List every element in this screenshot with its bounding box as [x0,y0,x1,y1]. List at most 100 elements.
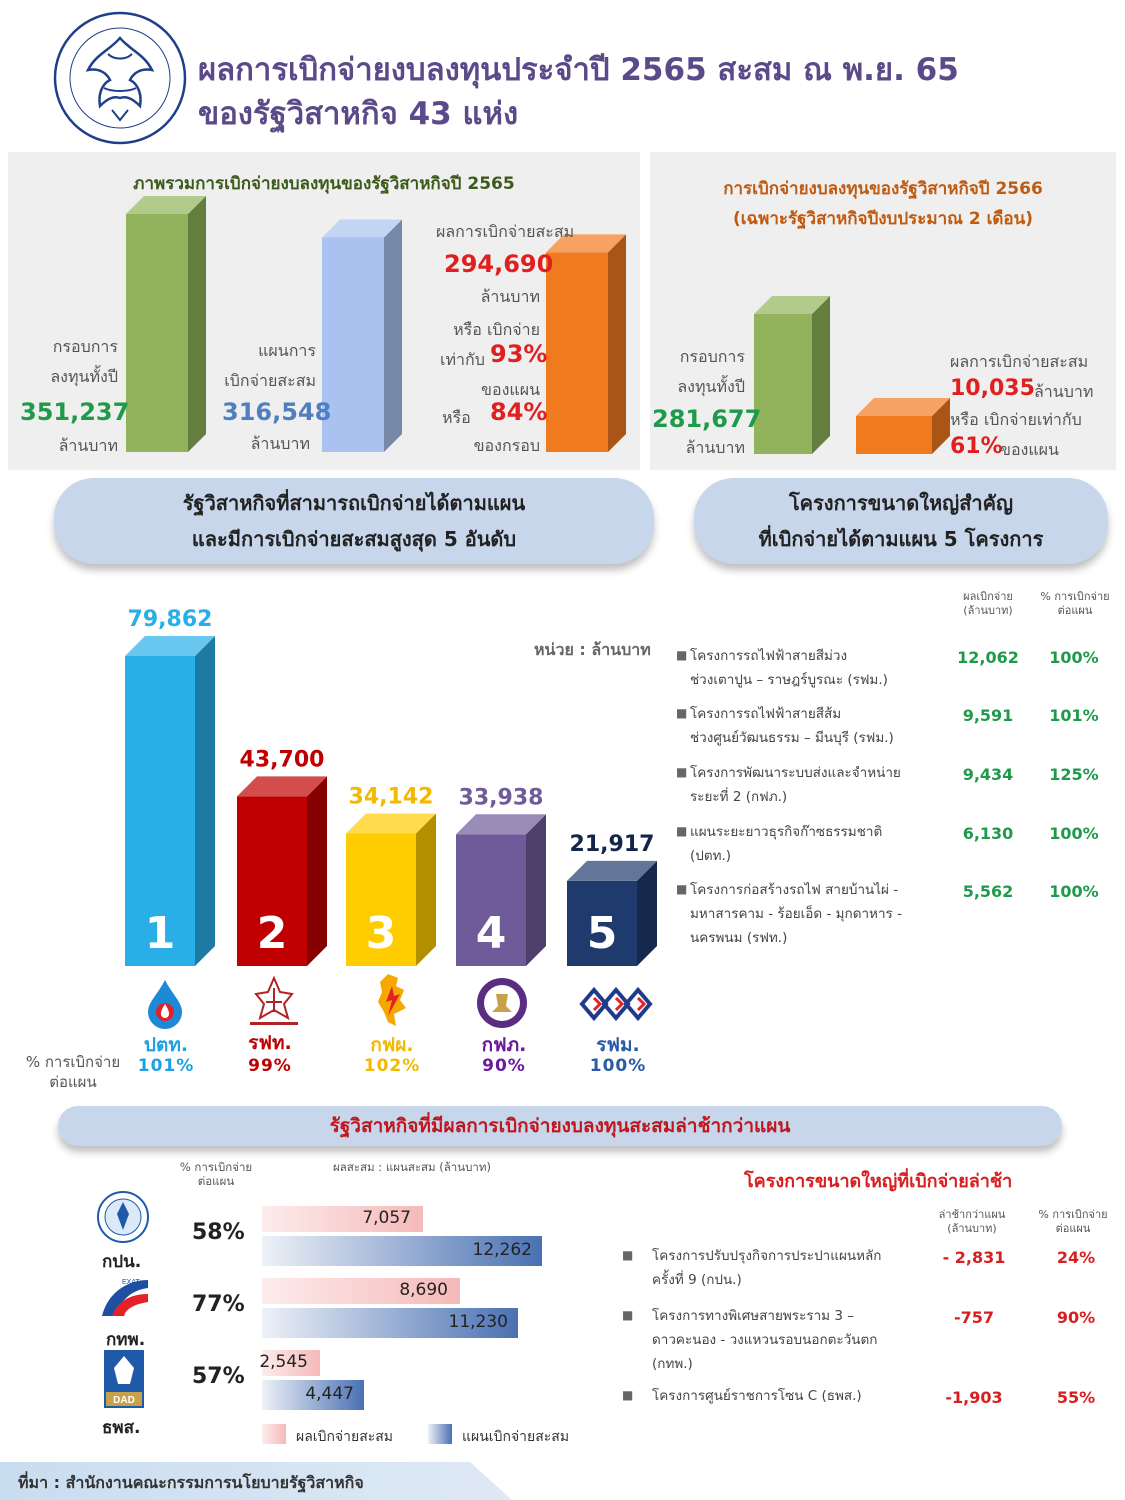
late-bar-plan: 11,230 [262,1308,518,1338]
dad-logo-icon: DAD [104,1350,144,1412]
late-bar-actual: 7,057 [262,1206,423,1232]
late-bar-plan-label: 12,262 [472,1240,532,1260]
svg-text:DAD: DAD [113,1395,135,1406]
actual-label-2565: ผลการเบิกจ่ายสะสม [436,222,575,241]
project-line: โครงการรถไฟฟ้าสายสีส้ม [690,706,842,722]
late-pct-2: 77% [192,1292,245,1317]
project-line: โครงการรถไฟฟ้าสายสีม่วง [690,648,848,664]
of-plan-2566: ของแผน [1000,440,1059,459]
panel-2565-title: ภาพรวมการเบิกจ่ายงบลงทุนของรัฐวิสาหกิจปี… [133,174,515,194]
late-project-line: โครงการศูนย์ราชการโซน C (ธพส.) [652,1388,862,1404]
page-title: ผลการเบิกจ่ายงบลงทุนประจำปี 2565 สะสม ณ … [198,52,959,88]
project-line: ระยะที่ 2 (กฟภ.) [690,789,788,805]
or-label: หรือ [442,408,471,427]
late-heading-text: รัฐวิสาหกิจที่มีผลการเบิกจ่ายงบลงทุนสะสม… [329,1115,791,1137]
or-disburse-2566: หรือ เบิกจ่ายเท่ากับ [950,410,1082,429]
legend-plan-swatch [428,1424,452,1444]
late-project-line: ครั้งที่ 9 (กปน.) [652,1272,742,1288]
panel-2566-chart [754,296,950,454]
top5-rank-label: 2 [257,908,288,959]
project-pct: 100% [1049,824,1099,843]
legend-actual-label: ผลเบิกจ่ายสะสม [296,1429,394,1445]
late-bar-actual: 8,690 [262,1278,460,1304]
late-project-line: โครงการปรับปรุงกิจการประปาแผนหลัก [652,1248,882,1264]
budget-unit-2565: ล้านบาท [58,436,118,455]
project-line: นครพนม (รฟท.) [690,930,788,946]
budget-label-2566-2: ลงทุนทั้งปี [677,377,745,396]
late-projects-title: โครงการขนาดใหญ่ที่เบิกจ่ายล่าช้า [744,1171,1013,1192]
bar-2565-2 [322,219,402,452]
budget-value-2565: 351,237 [20,398,130,426]
project-pct: 125% [1049,765,1099,784]
late-bar-plan-label: 11,230 [448,1312,508,1332]
top5-bar-4 [456,814,546,966]
top5-bar-1 [125,636,215,966]
actual-label-2566: ผลการเบิกจ่ายสะสม [950,352,1089,371]
bullet-icon: ■ [676,706,688,720]
plan-label-2: เบิกจ่ายสะสม [224,371,316,390]
pct-plan-2565: 93% [490,340,548,368]
mwa-logo-icon [96,1190,150,1248]
srt-logo-icon [244,974,304,1034]
budget-label-2566-1: กรอบการ [679,347,745,366]
bullet-icon: ■ [622,1308,634,1322]
source-footer: ที่มา : สำนักงานคณะกรรมการนโยบายรัฐวิสาห… [0,1462,512,1500]
late-bar-actual: 2,545 [259,1350,320,1376]
pea-logo-icon [472,976,532,1034]
top5-abbr-3: กฟผ. [370,1034,414,1056]
project-value: 9,434 [962,765,1014,784]
late-project-pct: 55% [1056,1388,1096,1407]
late-bars [0,0,1,1]
bar-2565-3 [546,234,626,452]
project-line: โครงการก่อสร้างรถไฟ สายบ้านไผ่ - [690,882,899,898]
project-line: โครงการพัฒนาระบบส่งและจำหน่าย [690,765,901,781]
project-value: 12,062 [957,648,1019,667]
plan-unit-2565: ล้านบาท [250,434,310,453]
late-project-value: -757 [953,1308,995,1327]
late-project-pct: 24% [1056,1248,1096,1267]
actual-value-2565: 294,690 [444,250,554,278]
top5-value-label: 34,142 [349,784,434,809]
project-line: (ปตท.) [690,848,732,864]
late-project-line: (กทพ.) [652,1356,693,1372]
bar-2566-1 [754,296,830,454]
late-project-line: ดาวคะนอง - วงแหวนรอบนอกตะวันตก [652,1332,878,1348]
bar-2565-1 [126,196,206,452]
late-bar-actual-label: 7,057 [362,1208,411,1228]
project-line: ช่วงศูนย์วัฒนธรรม – มีนบุรี (รฟม.) [690,730,894,746]
top5-rank-label: 3 [366,908,397,959]
bullet-icon: ■ [676,882,688,896]
plan-value-2565: 316,548 [222,398,332,426]
of-budget-2565: ของกรอบ [473,436,540,455]
project-pct: 100% [1049,882,1099,901]
panel-2566-title: การเบิกจ่ายงบลงทุนของรัฐวิสาหกิจปี 2566 [723,179,1043,199]
equal-to: เท่ากับ [440,350,485,369]
panel-2566-subtitle: (เฉพาะรัฐวิสาหกิจปีงบประมาณ 2 เดือน) [732,209,1034,229]
late-project-value: - 2,831 [942,1248,1006,1267]
bullet-icon: ■ [676,765,688,779]
projects-heading-line1: โครงการขนาดใหญ่สำคัญ [788,491,1014,515]
top5-heading-line2: และมีการเบิกจ่ายสะสมสูงสุด 5 อันดับ [191,527,517,551]
top5-pct-label-2: ต่อแผน [49,1073,97,1091]
exat-logo-icon: EXAT [98,1272,152,1326]
project-pct: 101% [1049,706,1099,725]
of-plan-2565: ของแผน [481,380,540,399]
late-abbr-1: กปน. [102,1252,142,1272]
mrta-logo-icon [578,986,658,1026]
top5-bar-5 [567,860,657,966]
top5-bar-3 [346,813,436,966]
late-pct-header-2: ต่อแผน [197,1174,235,1188]
late-pct-1: 58% [192,1220,245,1245]
top5-heading-line1: รัฐวิสาหกิจที่สามารถเบิกจ่ายได้ตามแผน [182,491,526,515]
ptt-logo-icon [140,978,190,1034]
actual-unit-2566: ล้านบาท [1034,382,1094,401]
projects-heading-line2: ที่เบิกจ่ายได้ตามแผน 5 โครงการ [758,527,1044,551]
top5-chart: 79,862 1 43,700 2 34,142 3 33,938 4 21,917 5 [125,607,657,966]
project-value: 6,130 [962,824,1014,843]
pct-2566: 61% [950,434,1003,459]
project-line: มหาสารคาม - ร้อยเอ็ด - มุกดาหาร - [690,906,902,922]
late-heading: รัฐวิสาหกิจที่มีผลการเบิกจ่ายงบลงทุนสะสม… [58,1106,1062,1146]
bullet-icon: ■ [676,824,688,838]
top5-pct-3: 102% [363,1056,421,1076]
top5-pct-1: 101% [137,1056,195,1076]
